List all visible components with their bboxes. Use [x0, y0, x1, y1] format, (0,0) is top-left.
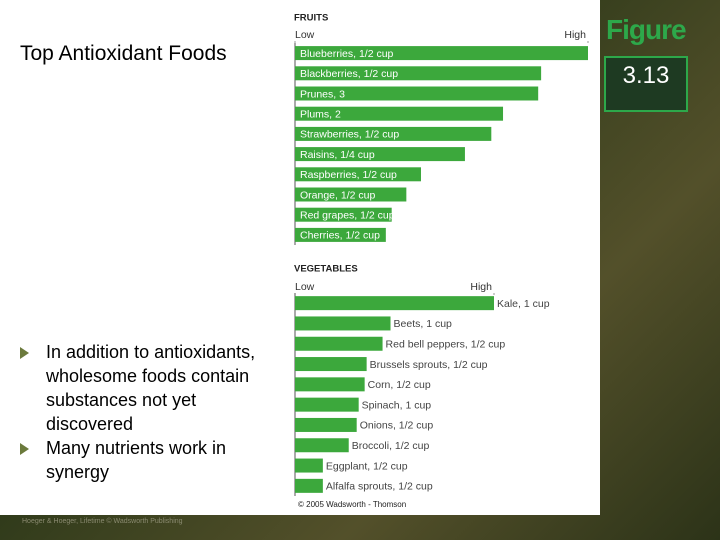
- category-label: Blackberries, 1/2 cup: [300, 68, 398, 80]
- bar: [295, 106, 504, 121]
- category-label: Blueberries, 1/2 cup: [300, 48, 394, 60]
- category-label: Broccoli, 1/2 cup: [352, 440, 430, 452]
- bar: [295, 357, 367, 372]
- bar: [295, 336, 383, 351]
- category-label: Corn, 1/2 cup: [368, 379, 431, 391]
- bar: [295, 397, 359, 412]
- bar: [295, 167, 421, 182]
- category-label: Prunes, 3: [300, 88, 345, 100]
- category-label: Spinach, 1 cup: [362, 399, 432, 411]
- x-tick-label: Low: [295, 281, 315, 293]
- bar: [295, 126, 492, 141]
- bar: [295, 377, 365, 392]
- x-tick-label: High: [564, 29, 586, 41]
- category-label: Kale, 1 cup: [497, 298, 550, 310]
- slide-title: Top Antioxidant Foods: [20, 42, 227, 65]
- bar: [295, 207, 392, 222]
- category-label: Onions, 1/2 cup: [360, 420, 434, 432]
- bar: [295, 187, 407, 202]
- bar: [295, 458, 323, 473]
- copyright: © 2005 Wadsworth - Thomson: [298, 500, 406, 509]
- bar: [295, 438, 349, 453]
- category-label: Cherries, 1/2 cup: [300, 230, 380, 242]
- bullet: In addition to antioxidants, wholesome f…: [18, 340, 278, 436]
- bar: [295, 478, 323, 493]
- bullet-list: In addition to antioxidants, wholesome f…: [18, 340, 278, 484]
- category-label: Beets, 1 cup: [394, 318, 453, 330]
- category-label: Eggplant, 1/2 cup: [326, 460, 408, 472]
- category-label: Raspberries, 1/2 cup: [300, 169, 397, 181]
- figure-number: 3.13: [604, 56, 688, 112]
- x-tick-label: Low: [295, 29, 315, 41]
- footer: Hoeger & Hoeger, Lifetime © Wadsworth Pu…: [22, 518, 183, 525]
- category-label: Strawberries, 1/2 cup: [300, 129, 399, 141]
- bar: [295, 417, 357, 432]
- x-tick-label: High: [470, 281, 492, 293]
- bar: [295, 227, 386, 242]
- chart-title: FRUITS: [294, 13, 328, 24]
- bullet: Many nutrients work in synergy: [18, 436, 278, 484]
- bar: [295, 147, 465, 162]
- bar: [295, 316, 391, 331]
- category-label: Red bell peppers, 1/2 cup: [386, 339, 506, 351]
- category-label: Brussels sprouts, 1/2 cup: [370, 359, 488, 371]
- category-label: Raisins, 1/4 cup: [300, 149, 375, 161]
- category-label: Plums, 2: [300, 108, 341, 120]
- chart-title: VEGETABLES: [294, 264, 358, 275]
- bar: [295, 86, 539, 101]
- category-label: Orange, 1/2 cup: [300, 189, 375, 201]
- category-label: Alfalfa sprouts, 1/2 cup: [326, 481, 433, 493]
- bar: [295, 46, 588, 61]
- bar: [295, 66, 542, 81]
- figure-word: Figure: [606, 14, 687, 45]
- bar: [295, 296, 494, 311]
- category-label: Red grapes, 1/2 cup: [300, 209, 395, 221]
